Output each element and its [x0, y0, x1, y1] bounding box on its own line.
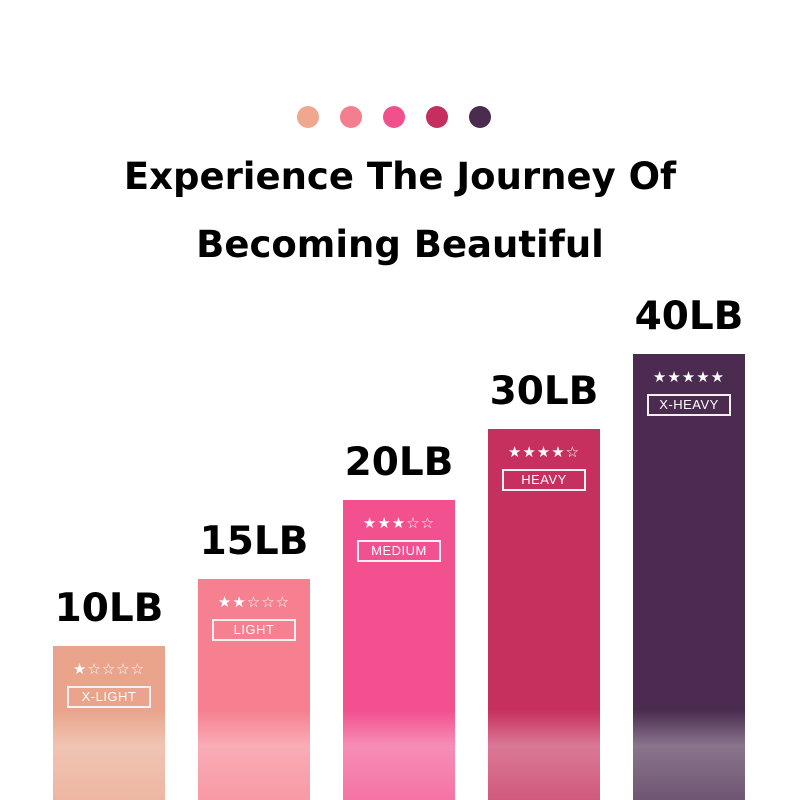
value-label: 30LB: [489, 369, 599, 414]
title-line-1: Experience The Journey Of: [123, 155, 677, 198]
star-rating: ★★★★★: [652, 368, 726, 386]
star-rating: ★☆☆☆☆: [72, 660, 146, 678]
bar-medium: ★★★☆☆ MEDIUM: [343, 500, 455, 800]
color-dot: [297, 106, 319, 128]
level-label: LIGHT: [212, 619, 296, 641]
color-dot: [469, 106, 491, 128]
color-dot: [340, 106, 362, 128]
color-dots: [0, 106, 800, 128]
level-label: HEAVY: [502, 469, 586, 491]
value-label: 20LB: [344, 440, 454, 485]
color-dot: [383, 106, 405, 128]
value-label: 40LB: [634, 294, 744, 339]
star-rating: ★★☆☆☆: [217, 593, 291, 611]
bar-x-light: ★☆☆☆☆ X-LIGHT: [53, 646, 165, 800]
bar-heavy: ★★★★☆ HEAVY: [488, 429, 600, 800]
bar-light: ★★☆☆☆ LIGHT: [198, 579, 310, 800]
level-label: X-LIGHT: [67, 686, 151, 708]
title-line-2: Becoming Beautiful: [196, 223, 604, 266]
star-rating: ★★★☆☆: [362, 514, 436, 532]
star-rating: ★★★★☆: [507, 443, 581, 461]
value-label: 10LB: [54, 586, 164, 631]
value-label: 15LB: [199, 519, 309, 564]
bar-x-heavy: ★★★★★ X-HEAVY: [633, 354, 745, 800]
color-dot: [426, 106, 448, 128]
level-label: MEDIUM: [357, 540, 441, 562]
level-label: X-HEAVY: [647, 394, 731, 416]
